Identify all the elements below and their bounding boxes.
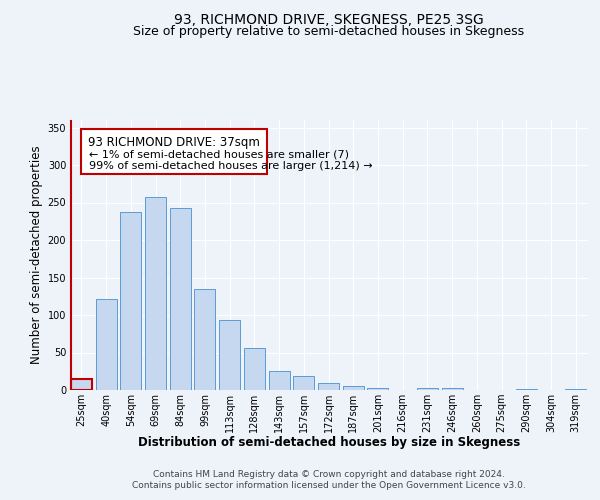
Bar: [71, 379, 92, 390]
Bar: [219, 320, 240, 390]
Y-axis label: Number of semi-detached properties: Number of semi-detached properties: [31, 146, 43, 364]
Bar: [95, 298, 116, 390]
Bar: [417, 388, 438, 390]
Text: Size of property relative to semi-detached houses in Skegness: Size of property relative to semi-detach…: [133, 25, 524, 38]
Bar: [170, 208, 191, 390]
Text: Contains public sector information licensed under the Open Government Licence v3: Contains public sector information licen…: [132, 481, 526, 490]
Bar: [145, 196, 166, 390]
Bar: [318, 382, 339, 390]
Bar: [293, 376, 314, 390]
Bar: [120, 212, 141, 390]
Bar: [343, 386, 364, 390]
Text: ← 1% of semi-detached houses are smaller (7): ← 1% of semi-detached houses are smaller…: [89, 149, 349, 159]
Bar: [269, 371, 290, 390]
Text: Distribution of semi-detached houses by size in Skegness: Distribution of semi-detached houses by …: [137, 436, 520, 449]
Text: Contains HM Land Registry data © Crown copyright and database right 2024.: Contains HM Land Registry data © Crown c…: [153, 470, 505, 479]
Bar: [565, 388, 586, 390]
Bar: [442, 388, 463, 390]
Bar: [194, 289, 215, 390]
Text: 93, RICHMOND DRIVE, SKEGNESS, PE25 3SG: 93, RICHMOND DRIVE, SKEGNESS, PE25 3SG: [174, 12, 484, 26]
Text: 99% of semi-detached houses are larger (1,214) →: 99% of semi-detached houses are larger (…: [89, 162, 372, 172]
Bar: [367, 388, 388, 390]
Bar: [516, 388, 537, 390]
Bar: [244, 348, 265, 390]
Text: 93 RICHMOND DRIVE: 37sqm: 93 RICHMOND DRIVE: 37sqm: [88, 136, 260, 149]
